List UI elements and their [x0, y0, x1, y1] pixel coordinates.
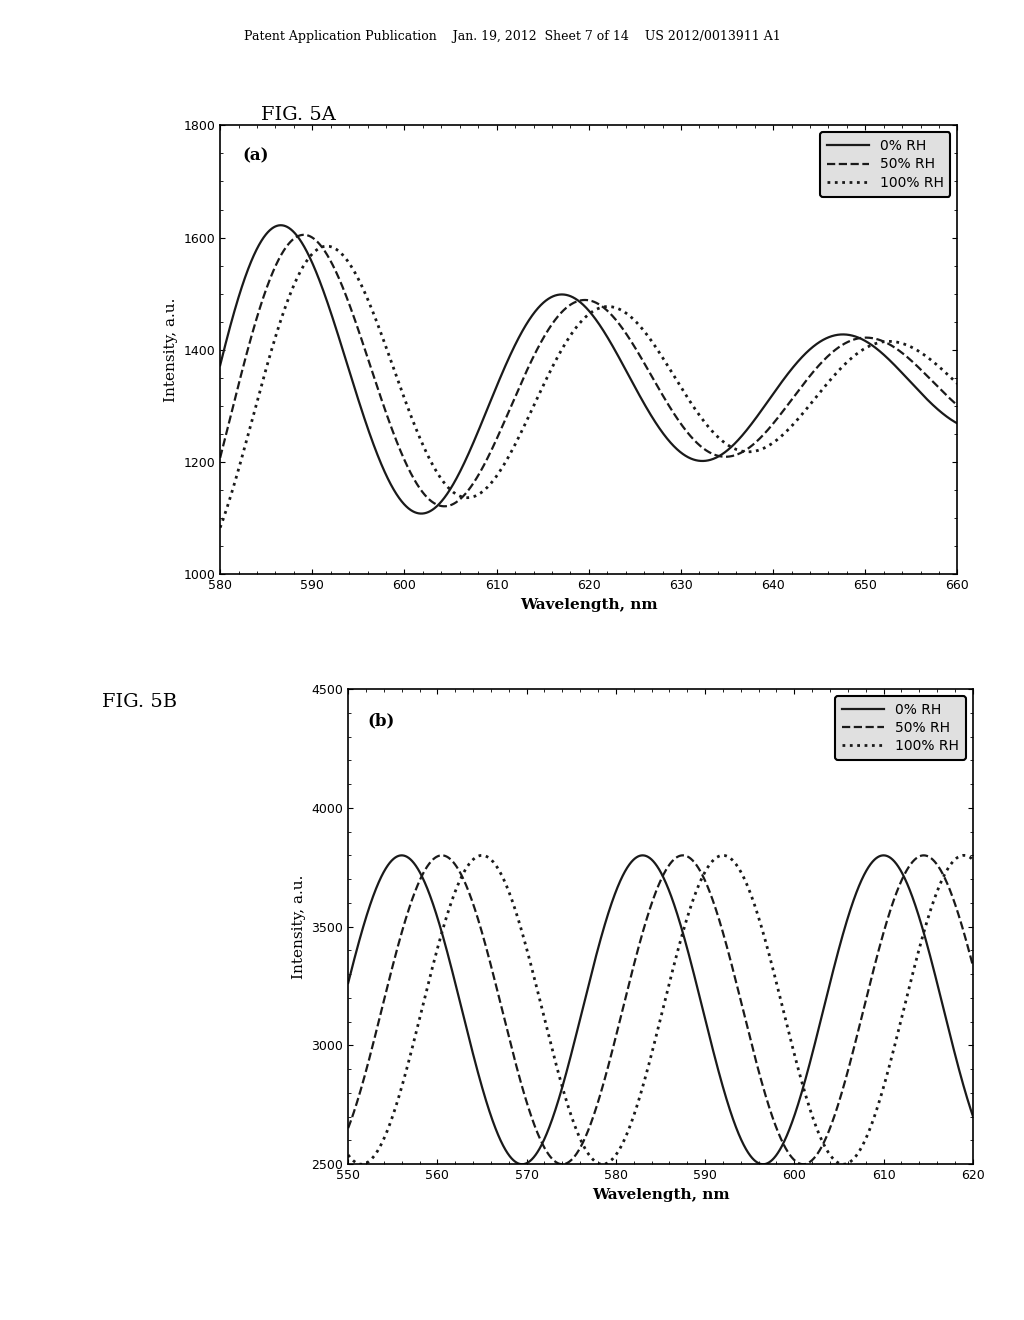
50% RH [888, 892, 900, 908]
50% RH [298, 227, 310, 243]
50% RH [951, 397, 964, 413]
X-axis label: Wavelength, nm: Wavelength, nm [592, 1188, 729, 1201]
50% RH [214, 450, 226, 466]
0% RH [937, 407, 949, 422]
50% RH [858, 330, 870, 346]
0% RH [858, 333, 870, 348]
Line: 50% RH: 50% RH [348, 855, 973, 1164]
100% RH [321, 238, 333, 253]
Legend: 0% RH, 50% RH, 100% RH: 0% RH, 50% RH, 100% RH [836, 696, 966, 760]
0% RH [414, 865, 426, 880]
Text: Patent Application Publication    Jan. 19, 2012  Sheet 7 of 14    US 2012/001391: Patent Application Publication Jan. 19, … [244, 30, 780, 44]
Y-axis label: Intensity, a.u.: Intensity, a.u. [292, 874, 306, 979]
0% RH [214, 358, 226, 374]
100% RH [582, 1144, 594, 1160]
50% RH [529, 345, 542, 360]
X-axis label: Wavelength, nm: Wavelength, nm [520, 598, 657, 611]
100% RH [529, 395, 542, 411]
50% RH [414, 874, 426, 890]
100% RH [967, 851, 979, 867]
100% RH [937, 363, 949, 379]
0% RH [342, 975, 354, 991]
50% RH [797, 1156, 809, 1172]
100% RH [451, 880, 463, 896]
50% RH [954, 915, 967, 931]
50% RH [436, 847, 449, 863]
100% RH [957, 847, 970, 863]
Y-axis label: Intensity, a.u.: Intensity, a.u. [164, 297, 178, 403]
Line: 0% RH: 0% RH [348, 855, 973, 1164]
100% RH [414, 1011, 426, 1027]
0% RH [395, 847, 408, 863]
Text: FIG. 5A: FIG. 5A [261, 106, 336, 124]
100% RH [951, 376, 964, 392]
50% RH [342, 1121, 354, 1137]
50% RH [609, 1032, 622, 1048]
0% RH [451, 981, 463, 997]
100% RH [298, 257, 310, 273]
0% RH [967, 1107, 979, 1123]
0% RH [888, 853, 900, 869]
0% RH [415, 506, 427, 521]
Legend: 0% RH, 50% RH, 100% RH: 0% RH, 50% RH, 100% RH [820, 132, 950, 197]
0% RH [274, 218, 287, 234]
100% RH [342, 253, 354, 269]
Line: 50% RH: 50% RH [220, 235, 957, 507]
0% RH [298, 239, 310, 255]
0% RH [498, 363, 510, 379]
Text: FIG. 5B: FIG. 5B [102, 693, 177, 711]
100% RH [888, 1043, 900, 1059]
Text: (a): (a) [243, 148, 268, 165]
0% RH [609, 886, 622, 902]
50% RH [342, 293, 354, 309]
100% RH [214, 520, 226, 536]
0% RH [342, 359, 354, 375]
50% RH [298, 227, 310, 243]
100% RH [858, 341, 870, 356]
100% RH [609, 1148, 622, 1164]
Text: (b): (b) [367, 713, 394, 730]
Line: 0% RH: 0% RH [220, 226, 957, 513]
0% RH [582, 979, 594, 995]
50% RH [582, 1123, 594, 1139]
0% RH [951, 416, 964, 432]
50% RH [937, 384, 949, 400]
0% RH [757, 1156, 769, 1172]
100% RH [954, 847, 967, 863]
100% RH [342, 1147, 354, 1163]
50% RH [967, 957, 979, 973]
0% RH [529, 304, 542, 319]
50% RH [438, 499, 451, 515]
50% RH [498, 416, 510, 432]
50% RH [451, 859, 463, 875]
Line: 100% RH: 100% RH [348, 855, 973, 1164]
100% RH [497, 458, 509, 474]
100% RH [596, 1156, 608, 1172]
Line: 100% RH: 100% RH [220, 246, 957, 528]
0% RH [954, 1069, 967, 1085]
